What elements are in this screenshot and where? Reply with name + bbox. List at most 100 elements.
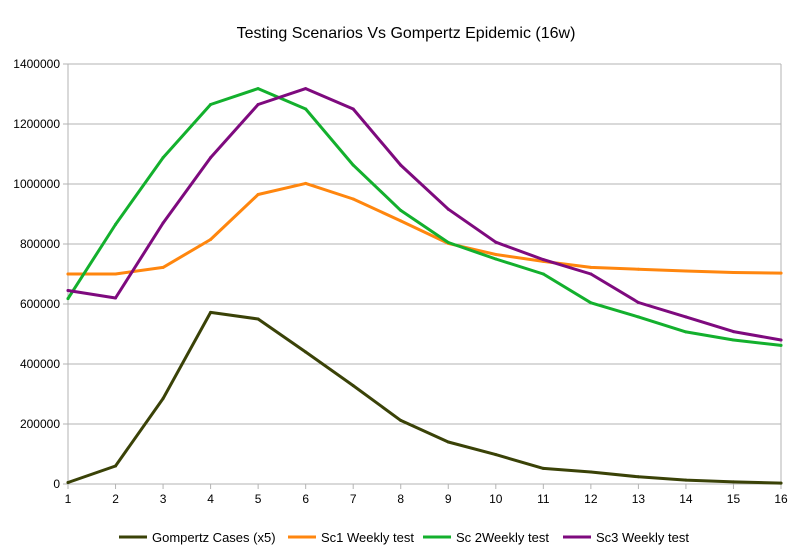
- data-point: [209, 310, 213, 314]
- data-point: [351, 163, 355, 167]
- legend-item: Sc1 Weekly test: [288, 530, 414, 545]
- data-point: [66, 297, 70, 301]
- data-point: [209, 103, 213, 106]
- data-point: [209, 156, 213, 160]
- legend-label: Sc3 Weekly test: [596, 530, 689, 545]
- x-tick-label: 4: [207, 492, 214, 506]
- y-tick-label: 200000: [20, 417, 60, 431]
- data-point: [731, 271, 735, 274]
- data-point: [304, 181, 308, 185]
- series-line-3: [66, 87, 783, 347]
- x-tick-label: 10: [489, 492, 503, 506]
- legend-item: Sc3 Weekly test: [563, 530, 689, 545]
- x-tick-label: 14: [679, 492, 693, 506]
- data-point: [256, 193, 260, 196]
- data-point: [684, 269, 688, 273]
- series-lines: [66, 87, 783, 485]
- legend: Gompertz Cases (x5) Sc1 Weekly test Sc 2We…: [119, 530, 689, 545]
- y-tick-label: 1400000: [13, 57, 60, 71]
- legend-item: Gompertz Cases (x5): [119, 530, 276, 545]
- data-point: [494, 253, 498, 256]
- data-point: [731, 338, 735, 342]
- data-point: [589, 265, 593, 269]
- data-point: [589, 301, 593, 305]
- axes: [67, 64, 782, 485]
- data-point: [589, 470, 593, 474]
- data-point: [731, 480, 735, 484]
- data-point: [636, 475, 640, 479]
- data-point: [636, 315, 640, 319]
- x-tick-label: 15: [727, 492, 741, 506]
- data-point: [446, 440, 450, 444]
- data-point: [731, 330, 735, 334]
- legend-label: Sc 2Weekly test: [456, 530, 549, 545]
- x-tick-label: 3: [160, 492, 167, 506]
- data-point: [541, 258, 545, 262]
- data-point: [684, 315, 688, 319]
- data-point: [161, 156, 165, 160]
- x-tick-label: 7: [350, 492, 357, 506]
- data-point: [161, 265, 165, 269]
- data-point: [256, 103, 260, 106]
- data-point: [399, 208, 403, 212]
- chart-title: Testing Scenarios Vs Gompertz Epidemic (…: [237, 25, 576, 42]
- x-tick-label: 8: [397, 492, 404, 506]
- data-point: [779, 338, 783, 342]
- data-point: [304, 87, 308, 91]
- data-point: [494, 240, 498, 244]
- data-point: [161, 221, 165, 225]
- x-axis-ticks: 1 2 3 4 5 6 7 8 9 10 11 12 13 14 15 16: [65, 484, 788, 506]
- y-tick-label: 600000: [20, 297, 60, 311]
- gridlines: [68, 63, 781, 425]
- y-tick-label: 1200000: [13, 117, 60, 131]
- data-point: [351, 197, 355, 201]
- data-point: [636, 267, 640, 271]
- data-point: [256, 87, 260, 91]
- x-tick-label: 1: [65, 492, 72, 506]
- data-point: [541, 466, 545, 470]
- data-point: [779, 271, 783, 275]
- data-point: [399, 219, 403, 223]
- data-point: [779, 481, 783, 485]
- data-point: [304, 107, 308, 111]
- y-tick-label: 400000: [20, 357, 60, 371]
- legend-item: Sc 2Weekly test: [423, 530, 549, 545]
- data-point: [589, 272, 593, 276]
- data-point: [446, 241, 450, 244]
- x-tick-label: 11: [537, 492, 550, 506]
- x-tick-label: 12: [584, 492, 598, 506]
- series-line-2: [66, 181, 783, 276]
- data-point: [66, 272, 70, 276]
- data-point: [209, 238, 213, 241]
- y-axis-ticks: 0 200000 400000 600000 800000 1000000 1200000 1…: [13, 57, 68, 491]
- y-tick-label: 1000000: [13, 177, 60, 191]
- data-point: [114, 223, 118, 226]
- data-point: [114, 272, 118, 276]
- y-tick-label: 0: [53, 477, 60, 491]
- data-point: [114, 464, 118, 468]
- legend-label: Sc1 Weekly test: [321, 530, 414, 545]
- data-point: [446, 207, 450, 211]
- data-point: [66, 481, 70, 484]
- data-point: [304, 350, 308, 354]
- x-tick-label: 2: [112, 492, 119, 506]
- data-point: [684, 330, 688, 334]
- data-point: [494, 257, 498, 261]
- data-point: [636, 301, 640, 304]
- legend-label: Gompertz Cases (x5): [152, 530, 276, 545]
- data-point: [399, 418, 403, 422]
- series-line-4: [66, 87, 783, 342]
- data-point: [399, 163, 403, 167]
- data-point: [684, 478, 688, 482]
- series-line-1: [66, 310, 783, 485]
- data-point: [779, 343, 783, 347]
- x-tick-label: 6: [302, 492, 309, 506]
- data-point: [351, 107, 355, 111]
- data-point: [494, 453, 498, 457]
- data-point: [256, 317, 260, 321]
- x-tick-label: 5: [255, 492, 262, 506]
- y-tick-label: 800000: [20, 237, 60, 251]
- data-point: [541, 272, 545, 276]
- data-point: [351, 384, 355, 388]
